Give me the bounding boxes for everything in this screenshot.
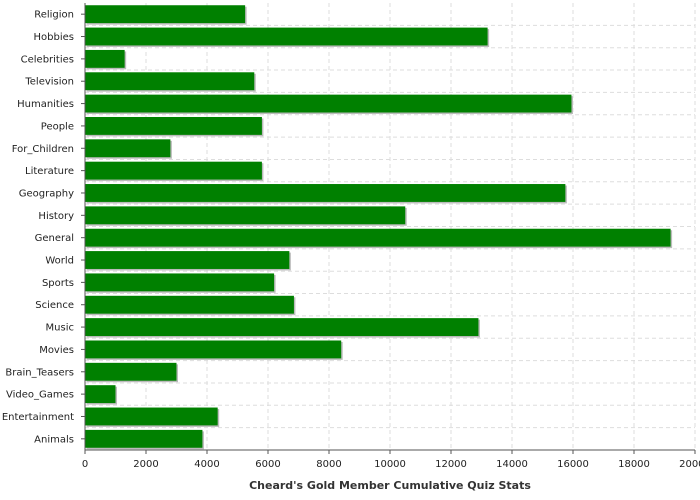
bar — [85, 295, 294, 314]
bar — [85, 94, 572, 113]
category-label: Sports — [42, 278, 74, 289]
x-tick-label: 20000 — [679, 459, 700, 470]
axis-layer — [81, 3, 696, 454]
bar — [85, 228, 671, 247]
bar — [85, 407, 218, 426]
category-label: For_Children — [12, 144, 74, 155]
category-label: Television — [24, 77, 74, 88]
category-label: Hobbies — [34, 32, 74, 43]
bar — [85, 251, 290, 269]
labels-layer: Religion Hobbies Celebrities Television Huma… — [2, 10, 700, 470]
x-tick-label: 14000 — [496, 459, 528, 470]
bar — [85, 318, 479, 337]
bar — [85, 273, 275, 292]
x-tick-label: 8000 — [316, 459, 341, 470]
x-tick-label: 6000 — [255, 459, 280, 470]
bar — [85, 5, 246, 24]
category-label: Science — [35, 300, 74, 311]
bar — [85, 161, 262, 180]
x-tick-label: 2000 — [133, 459, 158, 470]
bar — [85, 27, 488, 46]
bar — [85, 340, 342, 359]
category-label: General — [35, 233, 74, 244]
category-label: Entertainment — [2, 412, 74, 423]
x-tick-label: 0 — [82, 459, 88, 470]
category-label: Brain_Teasers — [5, 367, 74, 378]
bar — [85, 72, 255, 91]
category-label: People — [41, 121, 74, 132]
category-label: Religion — [34, 10, 74, 21]
bar — [85, 206, 406, 225]
x-tick-label: 18000 — [618, 459, 650, 470]
category-label: Music — [46, 323, 74, 334]
x-tick-label: 10000 — [374, 459, 406, 470]
x-tick-label: 16000 — [557, 459, 589, 470]
category-label: Literature — [25, 166, 74, 177]
x-tick-label: 12000 — [435, 459, 467, 470]
category-label: History — [38, 211, 74, 222]
category-label: Animals — [34, 434, 74, 445]
category-label: Geography — [19, 188, 74, 199]
bar — [85, 362, 177, 381]
bar — [85, 385, 116, 404]
category-label: Movies — [39, 345, 74, 356]
bar — [85, 429, 203, 448]
bar — [85, 49, 125, 68]
category-label: Video_Games — [6, 390, 74, 401]
bar — [85, 116, 262, 135]
category-label: Humanities — [17, 99, 74, 110]
x-axis-title: Cheard's Gold Member Cumulative Quiz Sta… — [249, 479, 531, 492]
grid-layer — [85, 3, 696, 450]
category-label: Celebrities — [21, 54, 74, 65]
category-label: World — [45, 256, 74, 267]
bars-layer — [85, 5, 673, 450]
bar — [85, 184, 566, 202]
x-tick-label: 4000 — [194, 459, 219, 470]
bar — [85, 139, 171, 158]
